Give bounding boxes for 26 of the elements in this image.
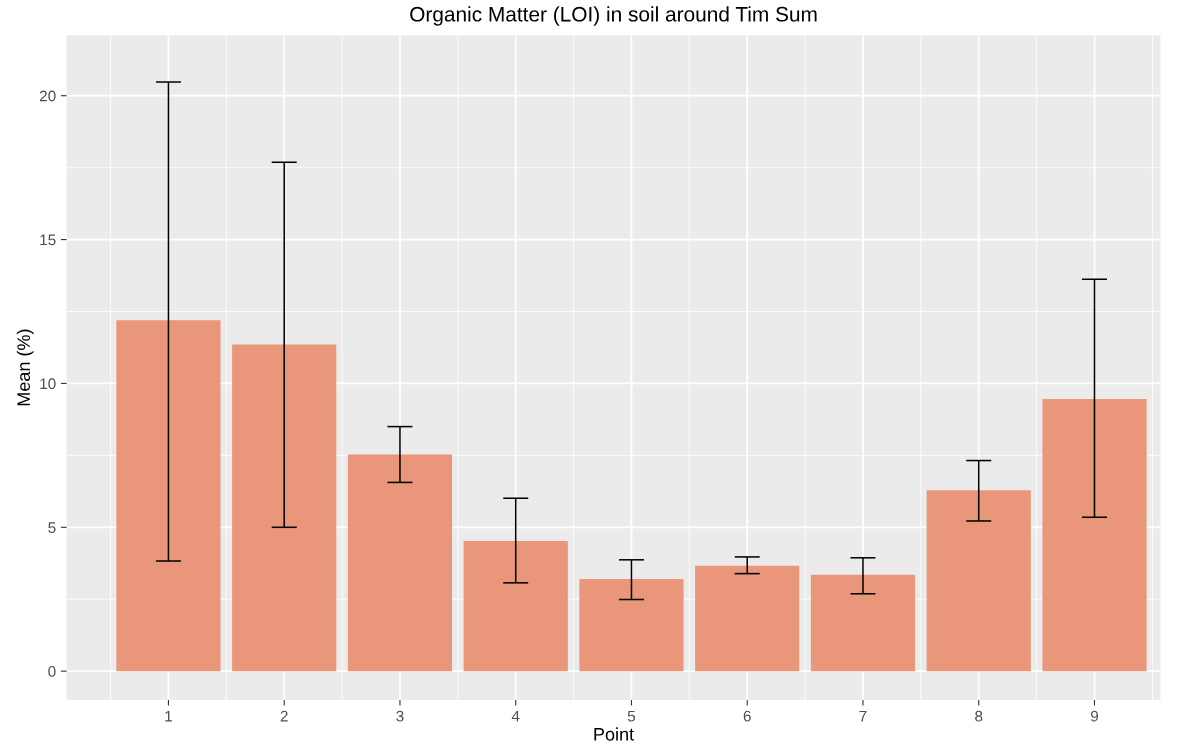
y-tick-label: 10 — [40, 378, 56, 390]
y-tick-label: 0 — [48, 666, 56, 677]
bar — [695, 565, 800, 672]
x-tick-label: 8 — [975, 710, 983, 722]
bar — [810, 574, 916, 672]
bar — [926, 490, 1031, 672]
x-tick-label: 6 — [743, 710, 751, 722]
bar — [1042, 398, 1147, 672]
x-tick-label: 9 — [1090, 710, 1099, 722]
y-axis-title: Mean (%) — [16, 329, 34, 406]
x-tick-label: 3 — [396, 710, 404, 722]
y-tick-label: 5 — [48, 522, 56, 533]
x-tick-label: 2 — [280, 710, 288, 722]
x-tick-label: 1 — [165, 710, 172, 722]
y-tick-label: 15 — [40, 234, 56, 246]
chart-title: Organic Matter (LOI) in soil around Tim Sum — [410, 6, 817, 26]
x-tick-label: 5 — [627, 710, 636, 722]
x-tick-label: 7 — [859, 710, 867, 722]
bar — [116, 320, 221, 672]
x-tick-label: 4 — [511, 710, 520, 722]
y-tick-label: 20 — [39, 90, 56, 102]
bar — [463, 541, 568, 672]
bar — [232, 344, 337, 672]
bar — [579, 579, 684, 672]
bar — [347, 454, 453, 672]
x-axis-title: Point — [594, 727, 634, 741]
